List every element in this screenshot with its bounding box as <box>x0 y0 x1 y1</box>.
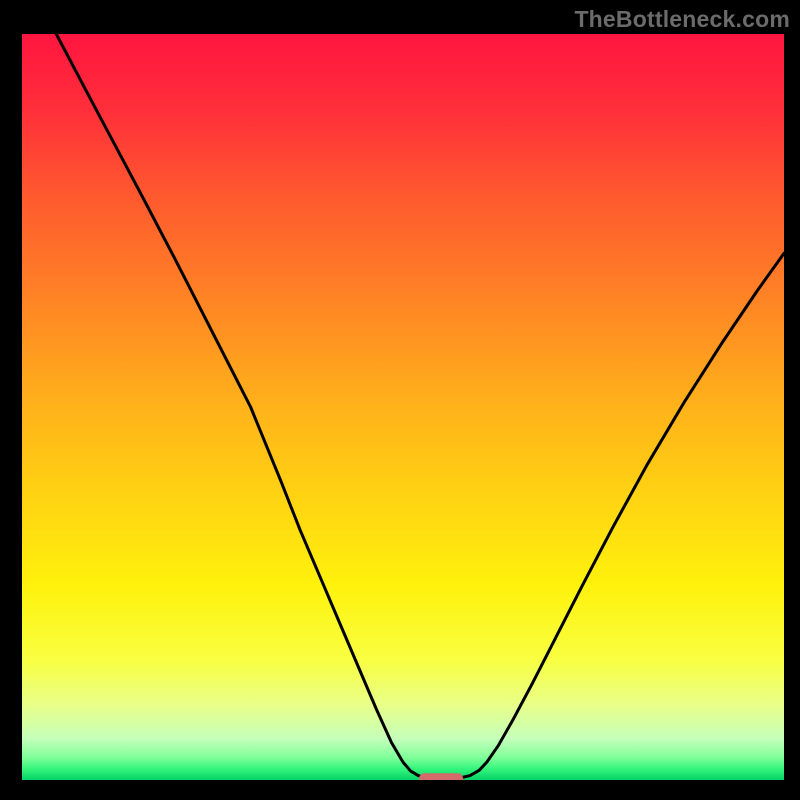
chart-frame: TheBottleneck.com <box>0 0 800 800</box>
plot-area <box>22 34 784 780</box>
watermark-label: TheBottleneck.com <box>574 6 790 33</box>
heat-gradient <box>22 34 784 780</box>
